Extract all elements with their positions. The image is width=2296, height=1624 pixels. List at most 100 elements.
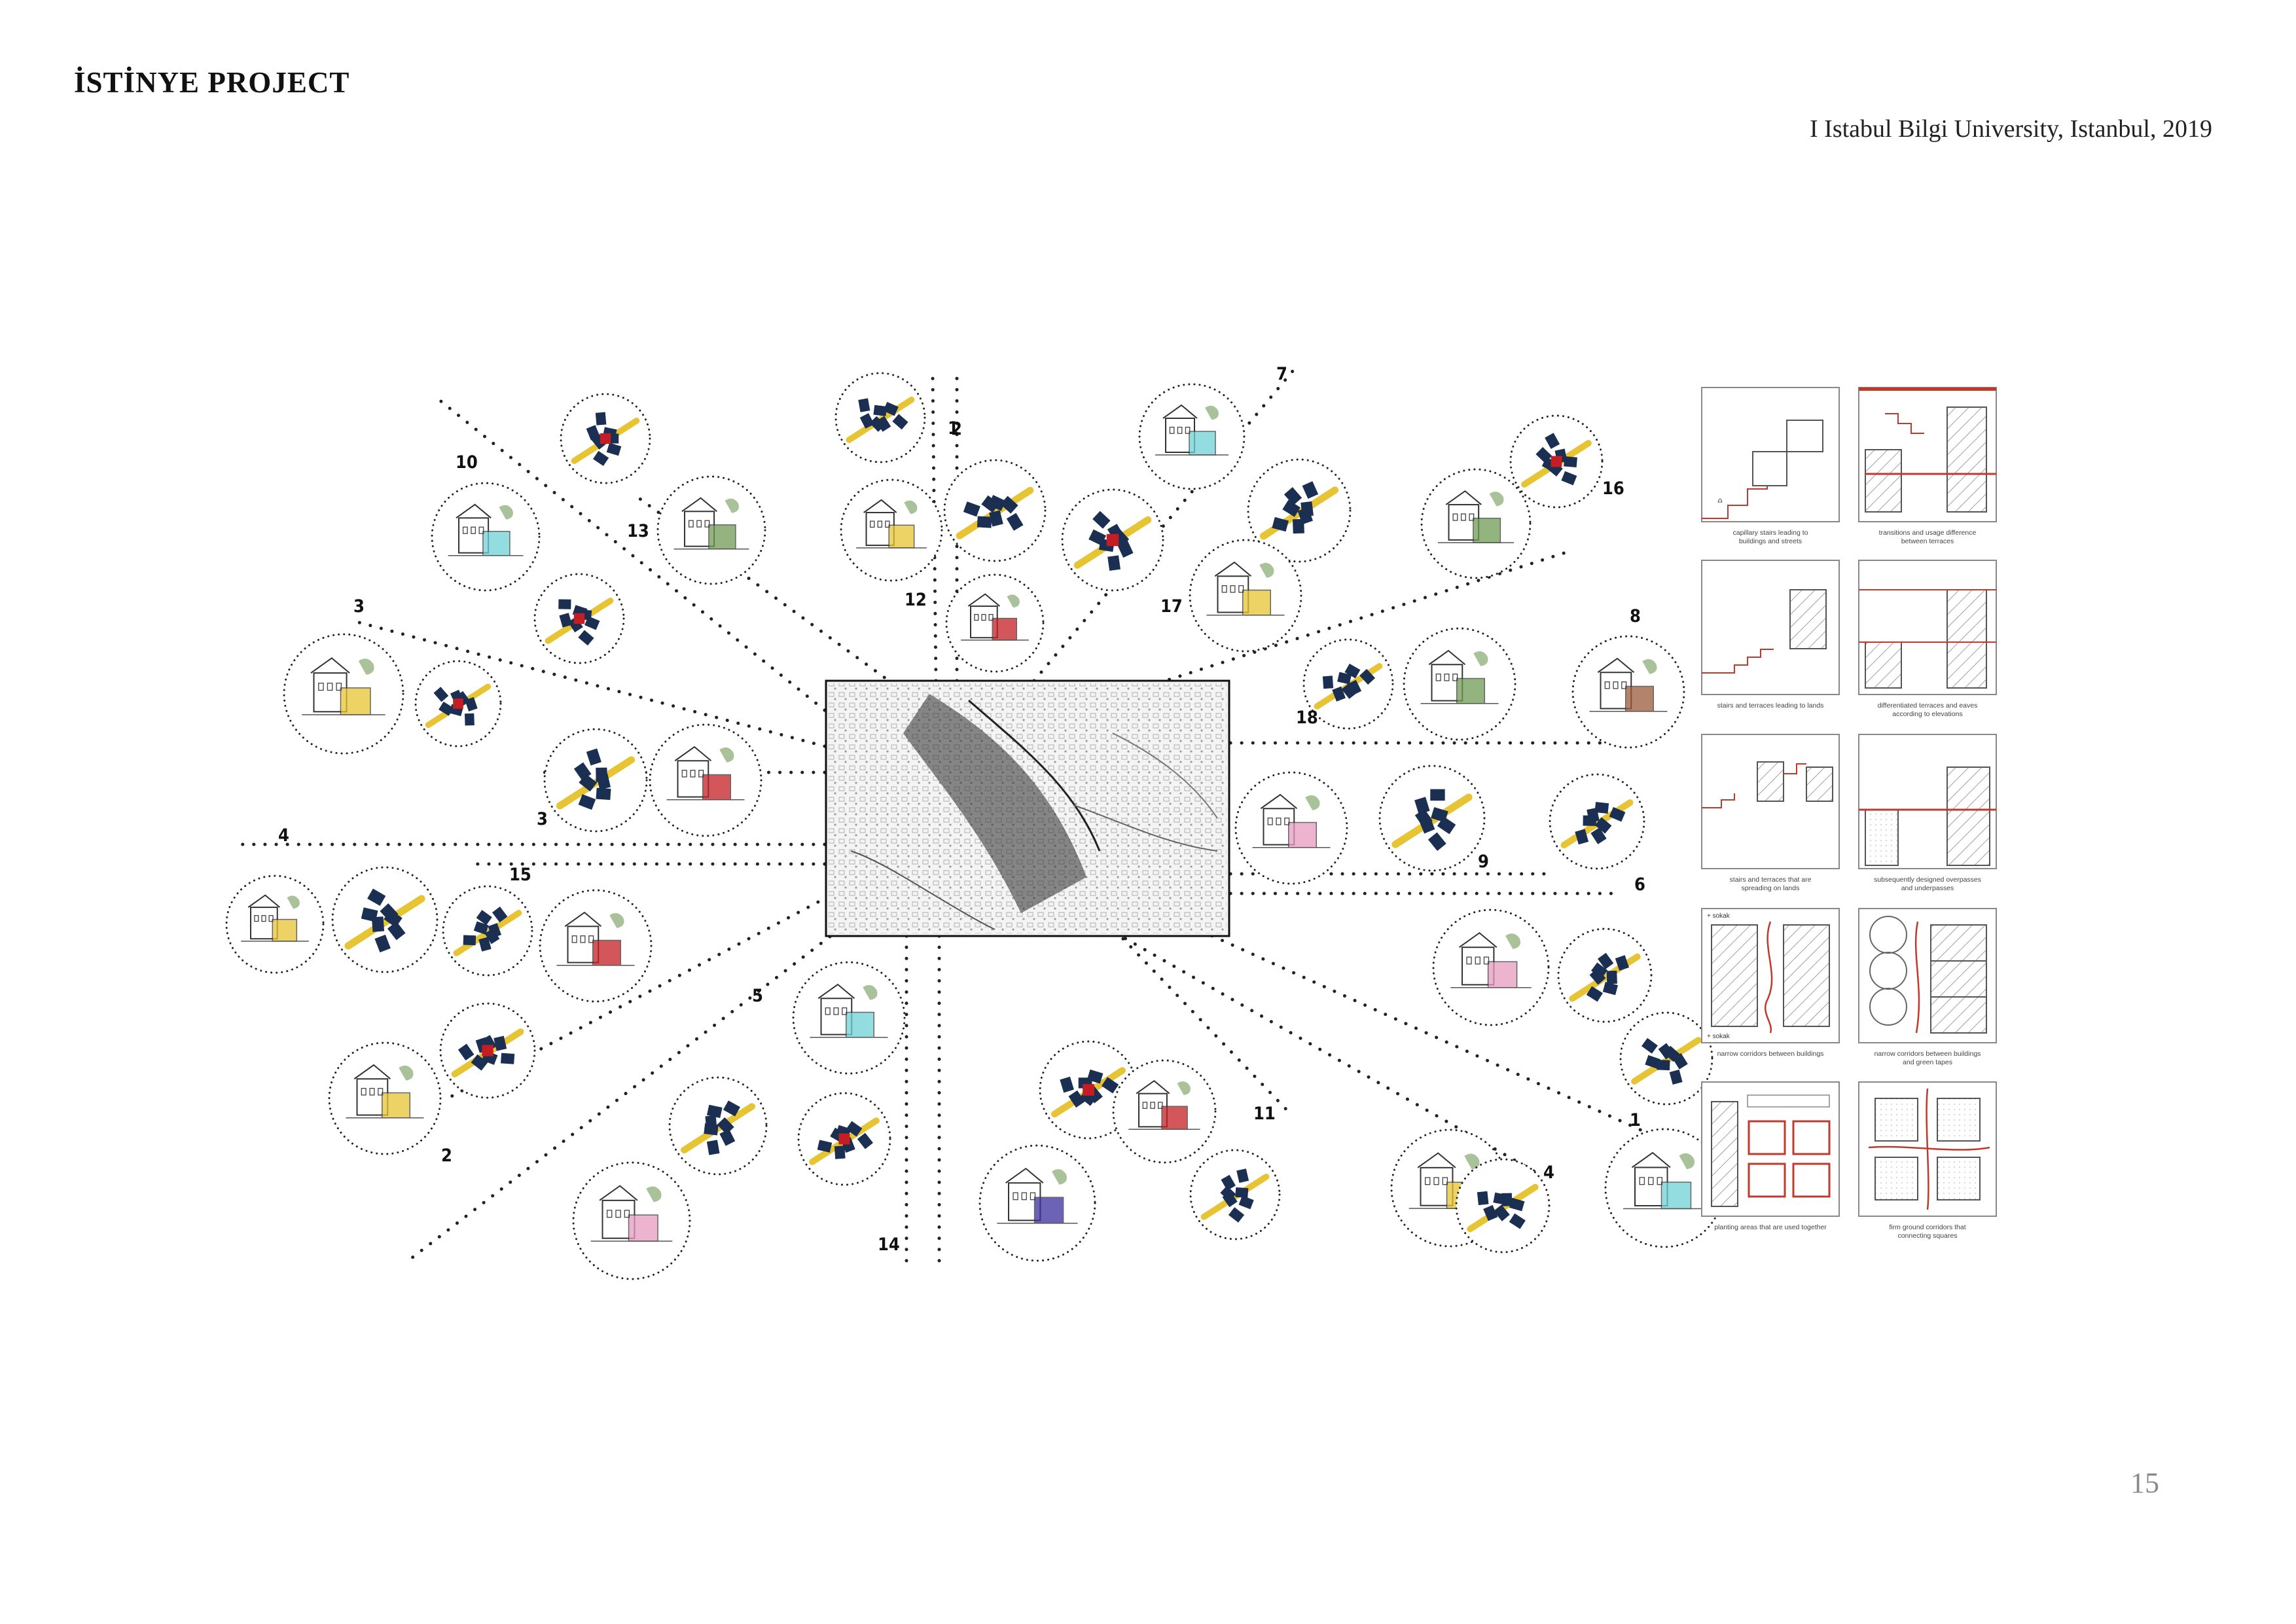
plan-vignette <box>1302 638 1394 730</box>
route-label: 12 <box>905 590 927 610</box>
route-label: 3 <box>353 596 365 617</box>
route-line-10 <box>437 397 827 712</box>
plan-vignette <box>439 1002 536 1099</box>
sketch-vignette <box>945 573 1045 673</box>
svg-text:spreading on lands: spreading on lands <box>1742 884 1800 892</box>
diagram-panel-1: capillary stairs leading to buildings an… <box>1701 387 1840 545</box>
route-label: 1 <box>948 418 959 439</box>
svg-text:and underpasses: and underpasses <box>1901 884 1954 892</box>
page-title: İSTİNYE PROJECT <box>74 66 350 99</box>
plan-vignette <box>943 459 1047 562</box>
plan-vignette <box>1061 488 1164 592</box>
svg-text:stairs and terraces that are: stairs and terraces that are <box>1730 876 1812 884</box>
sketch-vignette <box>656 475 766 585</box>
diagram-panel-8: narrow corridors between buildings and g… <box>1858 908 1997 1066</box>
plan-vignette <box>1557 928 1653 1023</box>
diagram-panels: capillary stairs leading to buildings an… <box>1701 387 1997 1240</box>
svg-text:differentiated terraces and ea: differentiated terraces and eaves <box>1878 702 1978 710</box>
plan-vignette <box>834 372 926 463</box>
sketch-vignette <box>539 889 653 1003</box>
route-label: 1 <box>1630 1110 1641 1130</box>
sketch-vignette <box>1112 1059 1217 1164</box>
sketch-vignette <box>1604 1128 1725 1248</box>
route-label: 11 <box>1253 1104 1276 1124</box>
svg-text:transitions and usage differen: transitions and usage difference <box>1879 529 1977 537</box>
svg-text:stairs and terraces leading to: stairs and terraces leading to lands <box>1717 702 1824 710</box>
sketch-vignette <box>1189 539 1302 653</box>
route-label: 18 <box>1296 708 1318 728</box>
sketch-vignette <box>1234 771 1348 885</box>
svg-text:between terraces: between terraces <box>1901 537 1954 545</box>
route-label: 6 <box>1634 875 1645 895</box>
svg-text:subsequently designed overpass: subsequently designed overpasses <box>1874 876 1981 884</box>
diagram-panel-7: + sokak + sokak narrow corridors between… <box>1701 908 1840 1058</box>
sketch-vignette <box>1403 627 1516 741</box>
svg-text:and green tapes: and green tapes <box>1903 1058 1952 1066</box>
plan-vignette <box>1189 1149 1281 1240</box>
sketch-vignette <box>1571 635 1685 749</box>
diagram-panel-3: stairs and terraces leading to lands <box>1701 560 1840 710</box>
svg-text:+ sokak: + sokak <box>1707 1033 1731 1040</box>
sketch-vignette <box>1138 383 1246 490</box>
sketch-vignette <box>328 1041 442 1155</box>
diagram-panel-4: differentiated terraces and eaves accord… <box>1858 560 1997 718</box>
route-label: 10 <box>456 452 478 473</box>
plan-vignette <box>1378 765 1486 872</box>
route-label: 8 <box>1630 606 1641 626</box>
route-line-13 <box>636 496 895 686</box>
diagram-panel-10: firm ground corridors that connecting sq… <box>1858 1081 1997 1240</box>
diagram-panel-9: planting areas that are used together <box>1701 1081 1840 1231</box>
plan-vignette <box>1619 1011 1713 1106</box>
route-line-3a <box>355 620 827 748</box>
svg-text:narrow corridors between build: narrow corridors between buildings <box>1874 1050 1981 1058</box>
route-line-4-right <box>1085 914 1537 1174</box>
sketch-vignette <box>431 482 541 592</box>
route-labels: 1 1 2 2 3 3 4 4 5 6 7 8 9 10 11 12 13 14… <box>278 364 1645 1255</box>
plan-vignette <box>560 393 651 484</box>
plan-vignette <box>668 1076 768 1176</box>
vignettes <box>225 372 1725 1280</box>
page-subtitle: I Istabul Bilgi University, Istanbul, 20… <box>1810 115 2212 143</box>
route-label: 3 <box>537 809 548 829</box>
sketch-vignette <box>792 961 906 1075</box>
svg-text:connecting squares: connecting squares <box>1897 1232 1957 1240</box>
plan-vignette <box>1509 414 1604 509</box>
sketch-vignette <box>1432 909 1550 1026</box>
sketch-vignette <box>649 723 762 837</box>
plan-vignette <box>1247 458 1352 563</box>
svg-text:+ sokak: + sokak <box>1707 912 1731 920</box>
route-label: 15 <box>509 865 531 885</box>
sketch-vignette <box>840 478 943 582</box>
sketch-vignette <box>572 1161 691 1280</box>
central-site-map <box>825 679 1230 937</box>
sketch-vignette <box>225 875 325 974</box>
svg-text:planting areas that are used t: planting areas that are used together <box>1714 1223 1827 1231</box>
route-label: 9 <box>1478 852 1489 872</box>
route-label: 2 <box>441 1146 452 1166</box>
route-label: 16 <box>1602 478 1624 499</box>
diagram-panel-6: subsequently designed overpasses and und… <box>1858 734 1997 892</box>
plan-vignette <box>442 885 533 977</box>
route-label: 4 <box>278 825 289 846</box>
route-label: 7 <box>1276 364 1287 384</box>
route-line-8 <box>1071 548 1576 712</box>
plan-vignette <box>1549 773 1645 870</box>
sketch-vignette <box>283 633 404 755</box>
plan-vignette <box>533 573 625 664</box>
svg-text:capillary stairs leading to: capillary stairs leading to <box>1733 529 1808 537</box>
route-label: 4 <box>1543 1163 1554 1183</box>
plan-vignette <box>797 1092 891 1186</box>
page-number: 15 <box>2130 1467 2159 1499</box>
sketch-vignette <box>978 1144 1096 1262</box>
plan-vignette <box>543 728 648 833</box>
route-line-11 <box>1075 888 1295 1118</box>
route-label: 14 <box>878 1235 900 1255</box>
route-label: 2 <box>951 419 962 439</box>
svg-text:narrow corridors between build: narrow corridors between buildings <box>1717 1050 1824 1058</box>
diagram-panel-2: transitions and usage difference between… <box>1858 387 1997 545</box>
plan-vignette <box>1455 1158 1551 1254</box>
svg-text:according to elevations: according to elevations <box>1892 710 1962 718</box>
diagram-panel-5: stairs and terraces that are spreading o… <box>1701 734 1840 892</box>
svg-text:firm ground corridors that: firm ground corridors that <box>1889 1223 1965 1231</box>
